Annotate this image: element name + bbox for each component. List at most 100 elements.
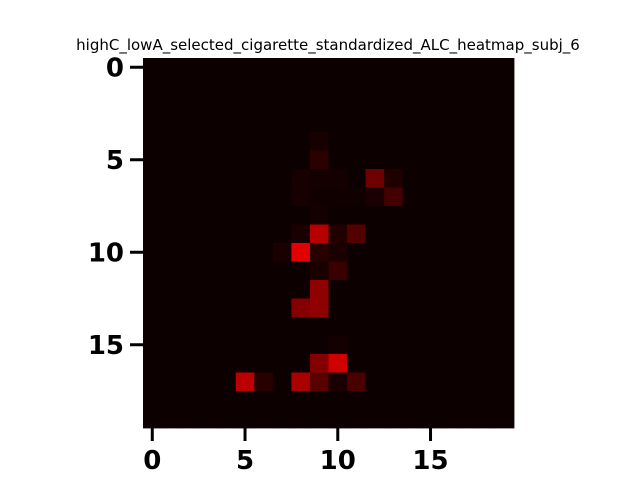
heatmap-cell <box>458 58 478 77</box>
heatmap-cell <box>347 391 366 410</box>
heatmap-cell <box>235 298 255 318</box>
heatmap-cell <box>235 169 255 188</box>
heatmap-cell <box>384 391 404 410</box>
heatmap-cell <box>421 317 441 336</box>
heatmap-cell <box>143 298 162 318</box>
heatmap-cell <box>402 95 422 114</box>
heatmap-cell <box>309 280 329 299</box>
heatmap-cell <box>328 132 348 151</box>
heatmap-cell <box>198 113 218 133</box>
heatmap-cell <box>235 354 255 373</box>
heatmap-cell <box>495 261 515 281</box>
heatmap-cell <box>421 76 441 96</box>
heatmap-cell <box>198 95 218 114</box>
heatmap-cell <box>309 113 329 133</box>
heatmap-cell <box>254 298 274 318</box>
heatmap-cell <box>272 354 292 373</box>
heatmap-cell <box>495 298 515 318</box>
heatmap-cell <box>439 391 459 410</box>
heatmap-cell <box>254 409 274 429</box>
heatmap-cell <box>180 224 200 244</box>
heatmap-cell <box>421 95 441 114</box>
heatmap-cell <box>291 391 311 410</box>
heatmap-cell <box>458 354 478 373</box>
heatmap-cell <box>384 113 404 133</box>
heatmap-cell <box>254 187 274 207</box>
heatmap-cell <box>328 243 348 262</box>
heatmap-cell <box>180 335 200 355</box>
heatmap-cell <box>495 372 515 392</box>
heatmap-cell <box>143 206 162 225</box>
heatmap-cell <box>235 224 255 244</box>
heatmap-cell <box>458 372 478 392</box>
heatmap-cell <box>272 409 292 429</box>
heatmap-cell <box>272 280 292 299</box>
heatmap-cell <box>235 206 255 225</box>
heatmap-cell <box>198 76 218 96</box>
heatmap-cell <box>328 58 348 77</box>
heatmap-cell <box>272 95 292 114</box>
heatmap-cell <box>272 113 292 133</box>
heatmap-cell <box>347 58 366 77</box>
heatmap-cell <box>421 243 441 262</box>
x-tick-label: 10 <box>320 446 356 476</box>
heatmap-cell <box>235 372 255 392</box>
x-axis: 0 5 10 15 <box>143 428 449 476</box>
heatmap-cell <box>254 243 274 262</box>
heatmap-cell <box>309 354 329 373</box>
heatmap-cell <box>458 317 478 336</box>
heatmap-cell <box>309 206 329 225</box>
heatmap-cell <box>347 317 366 336</box>
heatmap-cell <box>328 150 348 170</box>
heatmap-cell <box>384 187 404 207</box>
heatmap-cell <box>495 113 515 133</box>
heatmap-cell <box>309 187 329 207</box>
heatmap-cell <box>272 169 292 188</box>
heatmap-cell <box>272 372 292 392</box>
heatmap-cells <box>143 58 515 429</box>
heatmap-cell <box>495 280 515 299</box>
heatmap-cell <box>180 372 200 392</box>
heatmap-cell <box>365 224 385 244</box>
heatmap-cell <box>402 113 422 133</box>
heatmap-cell <box>143 335 162 355</box>
heatmap-cell <box>347 150 366 170</box>
heatmap-cell <box>272 58 292 77</box>
heatmap-cell <box>439 317 459 336</box>
heatmap-cell <box>198 335 218 355</box>
heatmap-cell <box>421 150 441 170</box>
heatmap-cell <box>402 206 422 225</box>
heatmap-cell <box>458 95 478 114</box>
heatmap-cell <box>384 335 404 355</box>
heatmap-cell <box>495 206 515 225</box>
heatmap-cell <box>291 261 311 281</box>
heatmap-cell <box>365 58 385 77</box>
heatmap-cell <box>384 372 404 392</box>
heatmap-cell <box>161 132 181 151</box>
heatmap-cell <box>365 95 385 114</box>
heatmap-cell <box>272 150 292 170</box>
heatmap-cell <box>254 280 274 299</box>
heatmap-cell <box>402 298 422 318</box>
heatmap-cell <box>495 76 515 96</box>
heatmap-cell <box>365 187 385 207</box>
heatmap-cell <box>402 280 422 299</box>
heatmap-cell <box>254 113 274 133</box>
heatmap-cell <box>421 58 441 77</box>
heatmap-cell <box>347 335 366 355</box>
chart-title: highC_lowA_selected_cigarette_standardiz… <box>76 36 580 55</box>
heatmap-cell <box>365 243 385 262</box>
heatmap-cell <box>495 95 515 114</box>
heatmap-cell <box>476 113 496 133</box>
heatmap-cell <box>439 409 459 429</box>
heatmap-cell <box>291 409 311 429</box>
heatmap-cell <box>272 224 292 244</box>
heatmap-cell <box>143 317 162 336</box>
heatmap-cell <box>402 354 422 373</box>
heatmap-cell <box>402 335 422 355</box>
heatmap-cell <box>291 224 311 244</box>
heatmap-cell <box>291 132 311 151</box>
heatmap-cell <box>439 280 459 299</box>
heatmap-cell <box>161 335 181 355</box>
heatmap-cell <box>217 187 237 207</box>
